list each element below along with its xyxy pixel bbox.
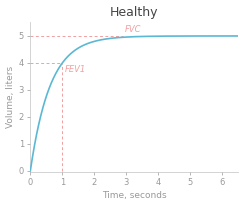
Title: Healthy: Healthy bbox=[110, 6, 159, 19]
Y-axis label: Volume, liters: Volume, liters bbox=[6, 66, 15, 128]
X-axis label: Time, seconds: Time, seconds bbox=[102, 191, 167, 200]
Text: FEV1: FEV1 bbox=[65, 65, 86, 74]
Text: FVC: FVC bbox=[125, 25, 141, 34]
